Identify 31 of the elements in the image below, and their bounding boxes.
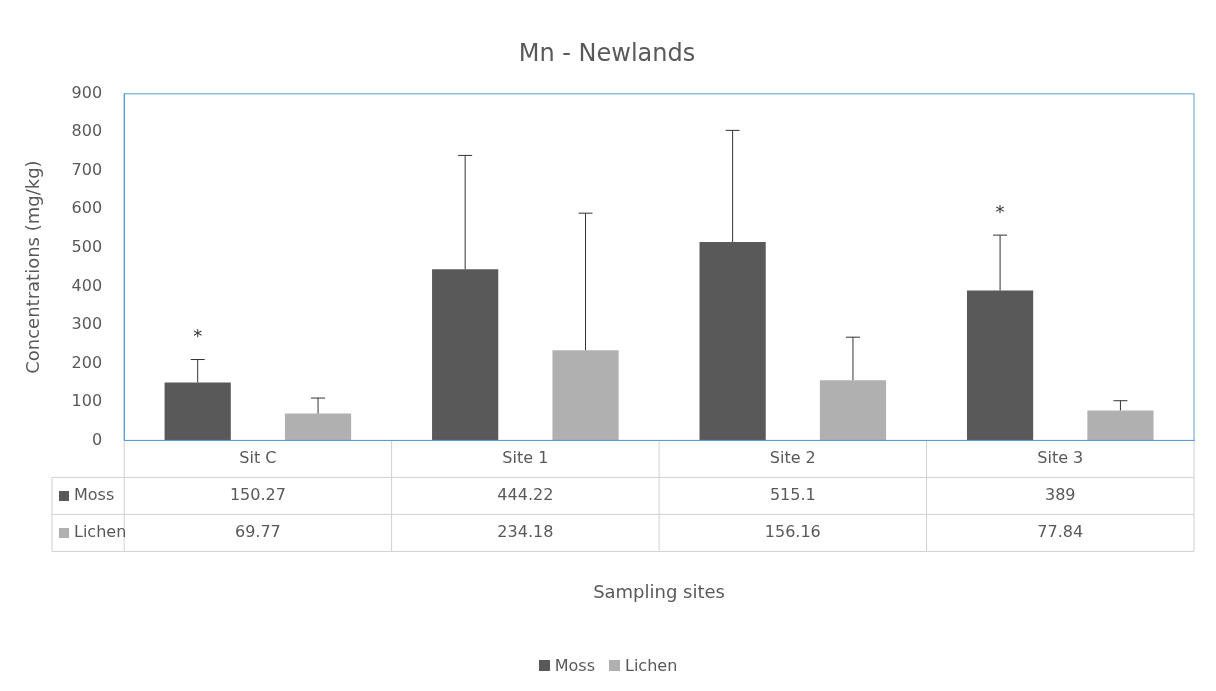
y-tick-label: 700 (71, 159, 103, 179)
x-tick-label: Site 1 (502, 448, 549, 468)
y-tick-label: 900 (71, 82, 103, 102)
y-tick-label: 300 (71, 314, 103, 334)
legend-label: Lichen (74, 522, 127, 542)
x-tick-label: Site 2 (769, 448, 816, 468)
data-label: 234.18 (497, 522, 554, 542)
data-label: 69.77 (234, 522, 281, 542)
x-tick-label: Site 3 (1037, 448, 1084, 468)
legend-label: Moss (74, 485, 115, 505)
y-tick-label: 100 (71, 391, 103, 411)
annotation: * (193, 325, 203, 347)
data-label: 389 (1044, 485, 1076, 505)
text: Moss (554, 656, 595, 675)
y-tick-label: 0 (91, 429, 103, 449)
data-label: 150.27 (229, 485, 286, 505)
y-tick-label: 400 (71, 275, 103, 295)
chart-title: Mn - Newlands (518, 38, 696, 67)
y-axis-title: Concentrations (mg/kg) (22, 160, 44, 374)
text: Sampling sites (593, 581, 726, 603)
x-tick-label: Sit C (239, 448, 277, 468)
annotation: * (995, 200, 1005, 222)
data-label: 77.84 (1037, 522, 1084, 542)
y-tick-label: 200 (71, 352, 103, 372)
data-label: 444.22 (497, 485, 554, 505)
data-label: 515.1 (769, 485, 816, 505)
y-tick-label: 500 (71, 237, 103, 256)
data-label: 156.16 (764, 522, 821, 542)
y-tick-label: 600 (71, 198, 103, 218)
y-tick-label: 800 (71, 121, 103, 141)
text: Lichen (624, 656, 678, 675)
